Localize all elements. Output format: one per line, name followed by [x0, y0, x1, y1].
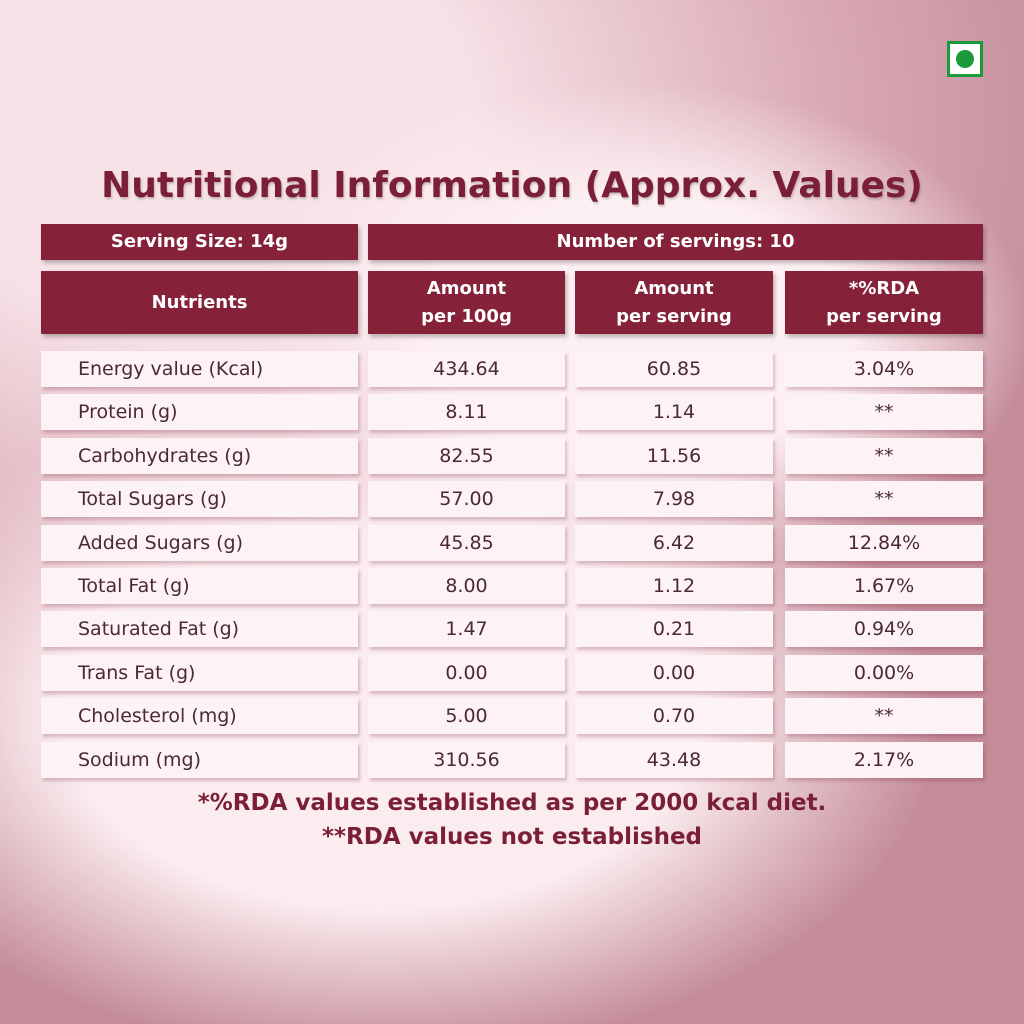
- nutrient-value: 1.67%: [785, 568, 983, 604]
- nutrient-value: **: [785, 481, 983, 518]
- nutrient-name: Saturated Fat (g): [41, 611, 358, 648]
- nutrient-value: **: [785, 394, 983, 431]
- nutrient-value: 43.48: [575, 741, 773, 778]
- nutrient-value: 3.04%: [785, 351, 983, 387]
- nutrient-name: Sodium (mg): [41, 741, 358, 778]
- nutrient-value: 0.21: [575, 611, 773, 648]
- nutrient-value: 57.00: [368, 481, 565, 518]
- header-line: Nutrients: [151, 291, 248, 313]
- nutrient-value: 1.47: [368, 611, 565, 648]
- nutrient-value: 0.70: [575, 698, 773, 735]
- header-line: Amount: [634, 277, 714, 299]
- nutrient-value: 8.00: [368, 568, 565, 604]
- nutrient-value: 45.85: [368, 524, 565, 561]
- nutrient-value: 12.84%: [785, 524, 983, 561]
- header-line: *%RDA: [848, 277, 920, 299]
- nutrient-value: 0.00: [368, 654, 565, 691]
- nutrient-name: Protein (g): [41, 394, 358, 431]
- title: Nutritional Information (Approx. Values): [101, 165, 923, 206]
- nutrient-value: 0.94%: [785, 611, 983, 648]
- nutrient-name: Carbohydrates (g): [41, 437, 358, 474]
- nutrient-name: Total Fat (g): [41, 568, 358, 604]
- nutrient-value: 1.12: [575, 568, 773, 604]
- column-header: Amount per 100g: [368, 271, 565, 334]
- header-line: Amount: [426, 277, 507, 299]
- nutrient-value: 310.56: [368, 741, 565, 778]
- serving-size: Serving Size: 14g: [41, 224, 358, 260]
- nutrient-name: Added Sugars (g): [41, 524, 358, 561]
- column-header: Amount per serving: [575, 271, 773, 334]
- nutrient-value: 6.42: [575, 524, 773, 561]
- nutrient-value: 5.00: [368, 698, 565, 735]
- nutrient-value: 11.56: [575, 437, 773, 474]
- nutrient-value: 1.14: [575, 394, 773, 431]
- header-line: per serving: [826, 305, 942, 327]
- nutrient-value: 2.17%: [785, 741, 983, 778]
- column-header: Nutrients: [41, 271, 358, 334]
- footnote: *%RDA values established as per 2000 kca…: [197, 790, 827, 816]
- nutrient-value: 434.64: [368, 351, 565, 387]
- nutrient-value: 8.11: [368, 394, 565, 431]
- nutrient-name: Total Sugars (g): [41, 481, 358, 518]
- header-line: per 100g: [421, 305, 512, 327]
- nutrient-value: **: [785, 437, 983, 474]
- nutrient-value: 0.00: [575, 654, 773, 691]
- nutrient-value: 60.85: [575, 351, 773, 387]
- nutrient-name: Cholesterol (mg): [41, 698, 358, 735]
- column-header: *%RDA per serving: [785, 271, 983, 334]
- nutrient-value: **: [785, 698, 983, 735]
- nutrient-value: 7.98: [575, 481, 773, 518]
- veg-dot: [956, 50, 974, 68]
- nutrient-name: Energy value (Kcal): [41, 351, 358, 387]
- nutrient-value: 82.55: [368, 437, 565, 474]
- nutrient-name: Trans Fat (g): [41, 654, 358, 691]
- veg-mark: [947, 41, 983, 77]
- footnote: **RDA values not established: [321, 824, 703, 850]
- nutrient-value: 0.00%: [785, 654, 983, 691]
- header-line: per serving: [616, 305, 732, 327]
- serving-count: Number of servings: 10: [368, 224, 983, 260]
